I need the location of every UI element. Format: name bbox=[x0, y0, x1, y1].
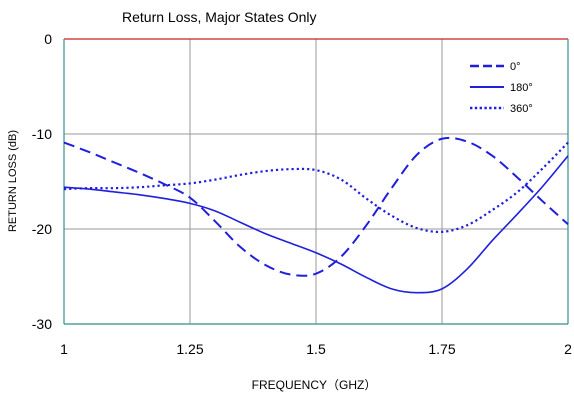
legend-label: 180° bbox=[510, 82, 533, 94]
y-tick-label: -30 bbox=[32, 316, 52, 332]
x-axis-label: FREQUENCY（GHZ） bbox=[252, 378, 377, 392]
series-line-2 bbox=[63, 155, 569, 294]
plot-frame bbox=[63, 38, 569, 325]
x-tick-label: 1.75 bbox=[428, 341, 455, 357]
chart-title: Return Loss, Major States Only bbox=[122, 9, 317, 25]
y-tick-label: -20 bbox=[32, 221, 52, 237]
legend: 0° 180° 360° bbox=[470, 61, 533, 115]
x-tick-label: 1.5 bbox=[306, 341, 326, 357]
x-tick-label: 1.25 bbox=[176, 341, 203, 357]
legend-label: 360° bbox=[510, 103, 533, 115]
y-tick-label: 0 bbox=[44, 31, 52, 47]
x-tick-labels: 1 1.25 1.5 1.75 2 bbox=[60, 341, 572, 357]
y-tick-label: -10 bbox=[32, 126, 52, 142]
series-layer bbox=[63, 136, 569, 294]
y-tick-labels: 0 -10 -20 -30 bbox=[32, 31, 52, 332]
y-axis-label: RETURN LOSS (dB) bbox=[7, 130, 19, 232]
x-tick-label: 1 bbox=[60, 341, 68, 357]
x-tick-label: 2 bbox=[564, 341, 572, 357]
series-line-3 bbox=[63, 141, 569, 234]
series-line-1 bbox=[63, 136, 569, 277]
legend-label: 0° bbox=[510, 61, 521, 73]
grid-layer bbox=[64, 39, 568, 324]
